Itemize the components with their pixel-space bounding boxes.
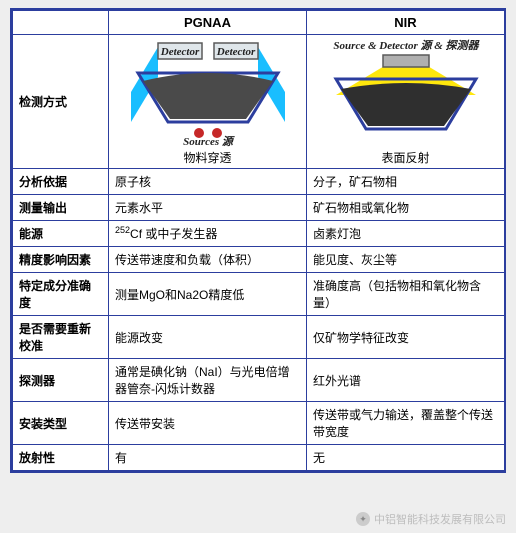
row-detection-method: 检测方式 Detector Detector Sources 源 物料穿透 — [13, 35, 505, 169]
pgnaa-caption: 物料穿透 — [111, 149, 304, 166]
row-label: 测量输出 — [13, 195, 109, 221]
header-row: PGNAA NIR — [13, 11, 505, 35]
nir-diagram: Source & Detector 源 & 探测器 — [311, 37, 501, 147]
table-row: 精度影响因素 传送带速度和负载（体积） 能见度、灰尘等 — [13, 247, 505, 273]
table-row: 能源 252Cf 或中子发生器 卤素灯泡 — [13, 221, 505, 247]
cell-nir: 传送带或气力输送，覆盖整个传送带宽度 — [307, 402, 505, 445]
comparison-table: PGNAA NIR 检测方式 Detector Detector Sourc — [12, 10, 505, 471]
row-label: 特定成分准确度 — [13, 273, 109, 316]
cell-pgnaa: 252Cf 或中子发生器 — [109, 221, 307, 247]
cell-pgnaa: 有 — [109, 445, 307, 471]
cell-pgnaa: 能源改变 — [109, 316, 307, 359]
header-pgnaa: PGNAA — [109, 11, 307, 35]
table-row: 分析依据 原子核 分子，矿石物相 — [13, 169, 505, 195]
cell-nir: 准确度高（包括物相和氧化物含量） — [307, 273, 505, 316]
row-label: 精度影响因素 — [13, 247, 109, 273]
detector-label-2: Detector — [215, 46, 255, 58]
table-row: 探测器 通常是碘化钠（NaI）与光电倍增器管奈-闪烁计数器 红外光谱 — [13, 359, 505, 402]
cell-pgnaa: 元素水平 — [109, 195, 307, 221]
cell-pgnaa: 传送带速度和负载（体积） — [109, 247, 307, 273]
detector-label-1: Detector — [159, 46, 199, 58]
row-label: 放射性 — [13, 445, 109, 471]
cell-pgnaa: 测量MgO和Na2O精度低 — [109, 273, 307, 316]
row-label: 探测器 — [13, 359, 109, 402]
cell-nir: 仅矿物学特征改变 — [307, 316, 505, 359]
cell-nir: 矿石物相或氧化物 — [307, 195, 505, 221]
nir-diagram-cell: Source & Detector 源 & 探测器 表面反射 — [307, 35, 505, 169]
row-label: 检测方式 — [13, 35, 109, 169]
header-nir: NIR — [307, 11, 505, 35]
row-label: 能源 — [13, 221, 109, 247]
cell-pgnaa: 原子核 — [109, 169, 307, 195]
row-label: 安装类型 — [13, 402, 109, 445]
nir-source-label: Source & Detector 源 & 探测器 — [333, 39, 480, 52]
cell-nir: 卤素灯泡 — [307, 221, 505, 247]
wechat-icon: ✦ — [356, 512, 370, 526]
cell-nir: 无 — [307, 445, 505, 471]
cell-pgnaa: 通常是碘化钠（NaI）与光电倍增器管奈-闪烁计数器 — [109, 359, 307, 402]
row-label: 是否需要重新校准 — [13, 316, 109, 359]
comparison-card: PGNAA NIR 检测方式 Detector Detector Sourc — [10, 8, 506, 473]
nir-caption: 表面反射 — [309, 149, 502, 166]
table-row: 是否需要重新校准 能源改变 仅矿物学特征改变 — [13, 316, 505, 359]
sources-label: Sources 源 — [183, 135, 235, 147]
table-row: 放射性 有 无 — [13, 445, 505, 471]
cell-nir: 能见度、灰尘等 — [307, 247, 505, 273]
pgnaa-diagram-cell: Detector Detector Sources 源 物料穿透 — [109, 35, 307, 169]
row-label: 分析依据 — [13, 169, 109, 195]
header-blank — [13, 11, 109, 35]
cell-pgnaa: 传送带安装 — [109, 402, 307, 445]
table-row: 测量输出 元素水平 矿石物相或氧化物 — [13, 195, 505, 221]
cell-nir: 分子，矿石物相 — [307, 169, 505, 195]
pgnaa-diagram: Detector Detector Sources 源 — [113, 37, 303, 147]
table-row: 安装类型 传送带安装 传送带或气力输送，覆盖整个传送带宽度 — [13, 402, 505, 445]
cell-nir: 红外光谱 — [307, 359, 505, 402]
table-row: 特定成分准确度 测量MgO和Na2O精度低 准确度高（包括物相和氧化物含量） — [13, 273, 505, 316]
